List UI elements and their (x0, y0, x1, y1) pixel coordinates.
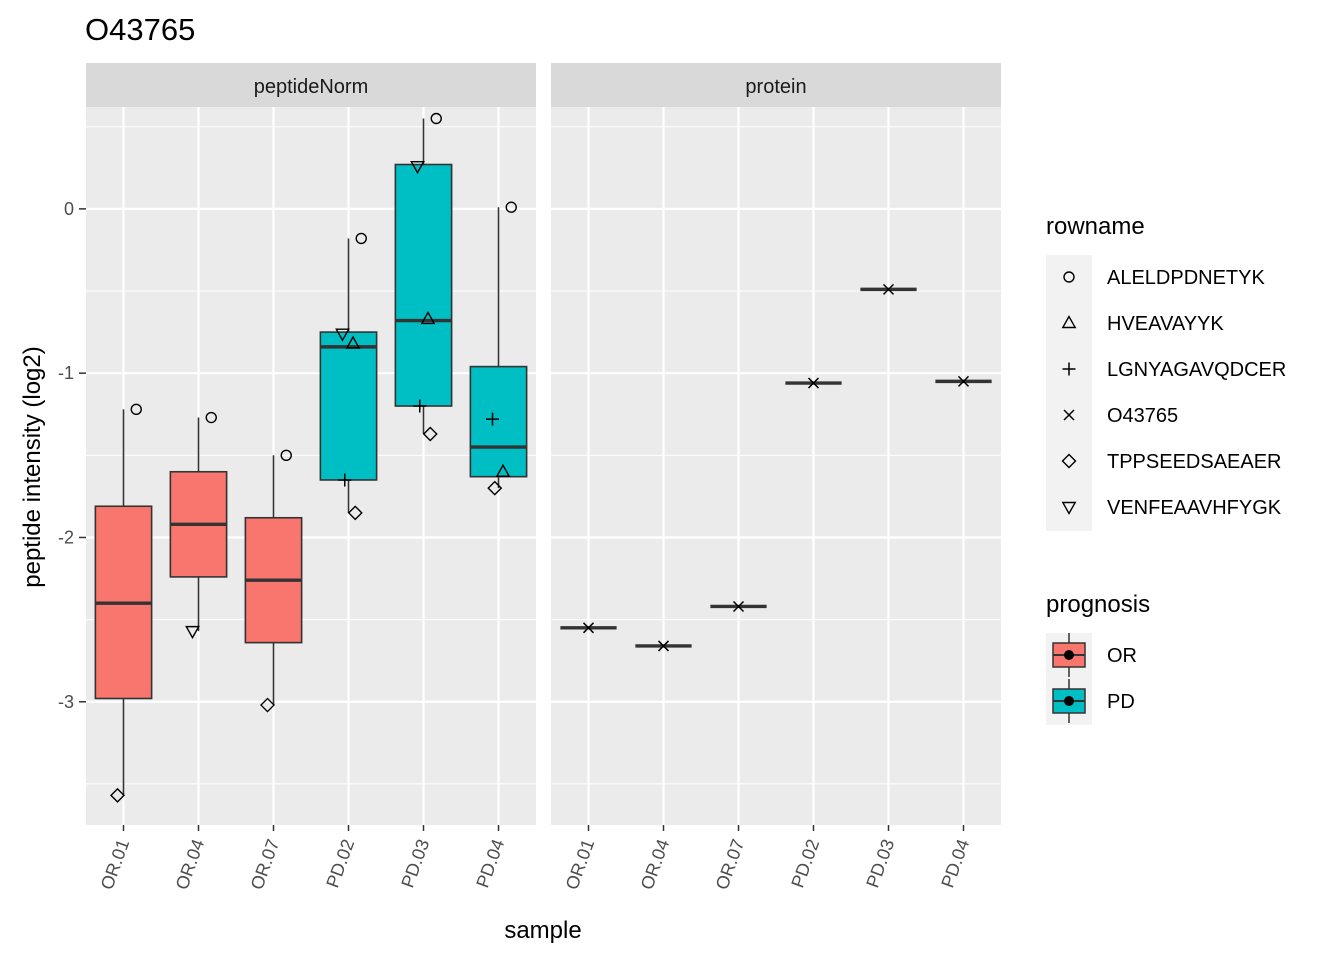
point-TPPSEEDSAEAER (260, 697, 275, 713)
box-rect (469, 365, 528, 478)
point-LGNYAGAVQDCER (486, 412, 499, 426)
x-tick-label: OR.07 (247, 837, 284, 893)
facet-panels: peptideNorm protein (86, 63, 1001, 825)
x-tick-label: OR.01 (97, 837, 134, 893)
box-PD.03 (394, 118, 453, 434)
point-ALELDPDNETYK (205, 411, 217, 424)
legend-rowname-label: VENFEAAVHFYGK (1107, 497, 1282, 519)
point-VENFEAAVHFYGK (335, 328, 350, 342)
facet-peptideNorm: peptideNorm (86, 63, 536, 825)
point-TPPSEEDSAEAER (110, 787, 125, 803)
point-ALELDPDNETYK (505, 201, 517, 213)
box-OR.07 (244, 455, 303, 706)
x-tick-label: PD.03 (862, 837, 898, 891)
point-HVEAVAYYK (420, 311, 436, 325)
legend-prognosis-label: PD (1107, 691, 1135, 713)
legend-key-circle (1063, 271, 1075, 283)
y-tick-label: -3 (58, 692, 74, 712)
x-tick-label: PD.02 (322, 837, 358, 891)
y-tick-label: -1 (58, 363, 74, 383)
point-O43765 (957, 375, 970, 387)
box-OR.01 (94, 409, 153, 796)
facet-strip-label: protein (745, 76, 806, 98)
x-tick-label: PD.02 (787, 837, 823, 891)
point-O43765 (657, 640, 670, 652)
x-tick-label: PD.03 (397, 837, 433, 891)
legend-prognosis: prognosis OR PD (1046, 591, 1150, 725)
x-tick-label: OR.04 (172, 837, 209, 893)
legend-key-triangle-down (1061, 501, 1077, 515)
point-TPPSEEDSAEAER (422, 426, 438, 442)
legend-key-bg (1046, 301, 1092, 347)
legend-key-triangle-up (1061, 315, 1077, 329)
facet-strip (86, 63, 536, 107)
legend-rowname-label: ALELDPDNETYK (1107, 267, 1265, 289)
legend-rowname-title: rowname (1046, 213, 1145, 240)
point-TPPSEEDSAEAER (347, 505, 363, 521)
point-LGNYAGAVQDCER (338, 473, 352, 487)
legend-key-point (1064, 650, 1074, 660)
legend-rowname-label: HVEAVAYYK (1107, 313, 1224, 335)
x-tick-label: OR.04 (637, 837, 674, 893)
point-ALELDPDNETYK (130, 403, 142, 416)
box-OR.04 (169, 417, 228, 632)
y-tick-label: 0 (64, 199, 74, 219)
x-tick-label: PD.04 (472, 837, 508, 891)
legend-key-diamond (1061, 453, 1077, 469)
x-axis-title: sample (504, 917, 581, 944)
panel-background (551, 107, 1001, 825)
legend-key-bg (1046, 255, 1092, 301)
point-HVEAVAYYK (495, 463, 511, 477)
panel-background (86, 107, 536, 825)
legend-key-plus (1062, 362, 1076, 376)
box-rect (319, 331, 378, 481)
legend-prognosis-label: OR (1107, 645, 1137, 667)
y-axis: 0 -1 -2 -3 (58, 199, 86, 712)
box-PD.02 (319, 238, 378, 513)
y-axis-title: peptide intensity (log2) (19, 346, 46, 587)
point-ALELDPDNETYK (430, 112, 442, 125)
point-LGNYAGAVQDCER (413, 399, 427, 413)
legend-key-bg (1046, 439, 1092, 485)
point-VENFEAAVHFYGK (185, 625, 200, 640)
box-rect (394, 163, 453, 407)
point-ALELDPDNETYK (355, 232, 367, 245)
legend-rowname-label: O43765 (1107, 405, 1178, 427)
y-tick-label: -2 (58, 527, 74, 547)
point-O43765 (732, 600, 745, 613)
x-axis-ticks: OR.01 OR.04 OR.07 PD.02 PD.03 PD.04 OR.01 OR.04… (97, 825, 973, 893)
chart-title: O43765 (85, 12, 195, 47)
facet-strip (551, 63, 1001, 107)
legend-rowname-label: TPPSEEDSAEAER (1107, 451, 1282, 473)
point-TPPSEEDSAEAER (487, 480, 503, 496)
point-VENFEAAVHFYGK (410, 160, 425, 175)
x-tick-label: OR.01 (562, 837, 599, 893)
point-ALELDPDNETYK (280, 449, 292, 462)
facet-protein: protein (551, 63, 1001, 825)
legend-key-bg (1046, 485, 1092, 531)
point-O43765 (882, 283, 895, 295)
legend-key-cross (1063, 409, 1075, 421)
legend-rowname-label: LGNYAGAVQDCER (1107, 359, 1286, 381)
point-HVEAVAYYK (345, 335, 361, 349)
legend-prognosis-title: prognosis (1046, 591, 1150, 618)
point-O43765 (807, 377, 820, 389)
legend-key-point (1064, 696, 1074, 706)
facet-strip-label: peptideNorm (254, 76, 369, 98)
legend-rowname: rowname ALELDPDNETYK HVEAVAYYK LGNYAGAVQDCE… (1046, 213, 1286, 531)
box-PD.04 (469, 207, 528, 489)
x-tick-label: PD.04 (937, 837, 973, 891)
x-tick-label: OR.07 (712, 837, 749, 893)
point-O43765 (582, 622, 595, 634)
